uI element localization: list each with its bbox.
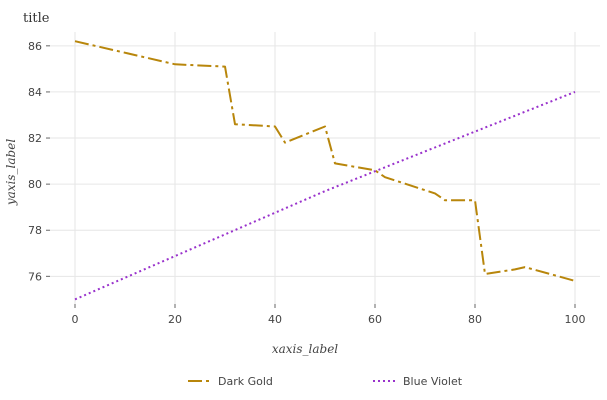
- legend-label: Blue Violet: [403, 375, 463, 388]
- legend: Dark Gold Blue Violet: [188, 375, 463, 388]
- series-line-blue-violet: [74, 90, 576, 301]
- y-axis-ticks: 76 78 80 82 84 86: [28, 40, 50, 283]
- x-axis-label: xaxis_label: [272, 342, 338, 356]
- series-lines: [74, 40, 576, 301]
- chart-title: title: [23, 11, 50, 26]
- y-tick-label: 76: [28, 270, 42, 283]
- x-tick-label: 80: [468, 313, 482, 326]
- y-tick-label: 86: [28, 40, 42, 53]
- x-tick-label: 40: [268, 313, 282, 326]
- x-tick-label: 0: [72, 313, 79, 326]
- grid: [50, 32, 600, 304]
- x-axis-ticks: 0 20 40 60 80 100: [72, 304, 586, 326]
- legend-label: Dark Gold: [218, 375, 273, 388]
- y-tick-label: 84: [28, 86, 42, 99]
- y-axis-label: yaxis_label: [4, 139, 18, 206]
- y-tick-label: 82: [28, 132, 42, 145]
- y-tick-label: 80: [28, 178, 42, 191]
- y-tick-label: 78: [28, 224, 42, 237]
- series-line-dark-gold: [74, 40, 576, 282]
- x-tick-label: 60: [368, 313, 382, 326]
- x-tick-label: 20: [168, 313, 182, 326]
- x-tick-label: 100: [565, 313, 586, 326]
